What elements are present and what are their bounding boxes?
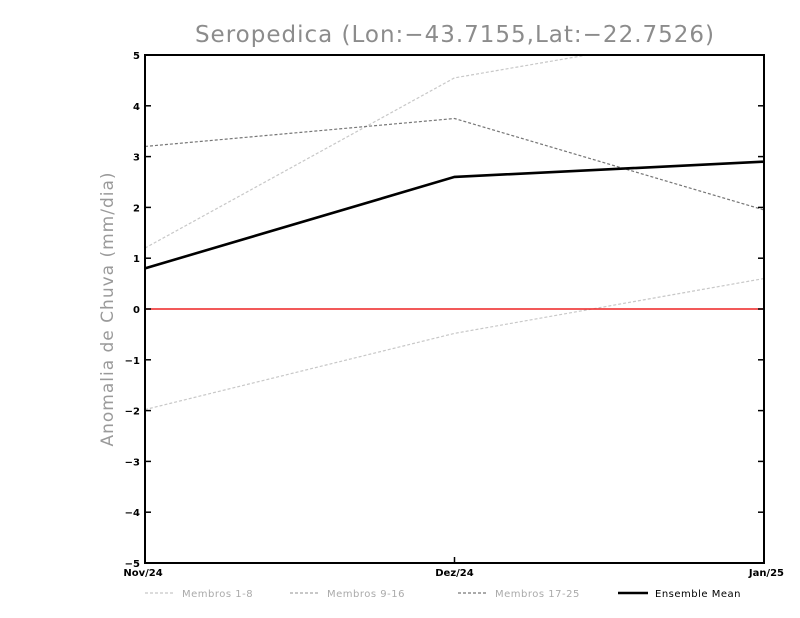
legend-label-membros-1-8: Membros 1-8 — [182, 589, 253, 600]
series-line-membros-1-8-1 — [145, 277, 764, 411]
legend: Membros 1-8 Membros 9-16 Membros 17-25 Ense… — [145, 589, 741, 600]
series-line-membros-17-25-2 — [145, 117, 764, 211]
y-tick-label: −5 — [125, 559, 140, 570]
series-line-ensemble-mean-3 — [145, 160, 764, 270]
x-tick-label: Dez/24 — [435, 568, 474, 579]
y-tick-label: −1 — [125, 356, 140, 367]
y-tick-label: 3 — [133, 153, 140, 164]
legend-label-ensemble-mean: Ensemble Mean — [655, 589, 741, 600]
y-tick-label: 0 — [133, 305, 140, 316]
y-tick-label: −3 — [125, 457, 140, 468]
y-tick-label: 2 — [133, 203, 140, 214]
y-axis-label: Anomalia de Chuva (mm/dia) — [98, 171, 118, 446]
y-axis: 5 4 3 2 1 0 −1 −2 −3 −4 −5 — [125, 51, 764, 570]
series-layer — [145, 55, 764, 411]
x-tick-label: Jan/25 — [748, 568, 784, 579]
y-tick-label: 4 — [133, 102, 140, 113]
series-line-membros-1-8-0 — [145, 55, 591, 249]
chart-title: Seropedica (Lon:−43.7155,Lat:−22.7526) — [195, 22, 715, 48]
y-tick-label: 1 — [133, 254, 140, 265]
y-tick-label: 5 — [133, 51, 140, 62]
y-tick-label: −2 — [125, 407, 140, 418]
x-axis: Nov/24 Dez/24 Jan/25 — [123, 557, 784, 579]
legend-label-membros-9-16: Membros 9-16 — [327, 589, 405, 600]
x-tick-label: Nov/24 — [123, 568, 162, 579]
legend-label-membros-17-25: Membros 17-25 — [495, 589, 580, 600]
y-tick-label: −4 — [125, 508, 140, 519]
